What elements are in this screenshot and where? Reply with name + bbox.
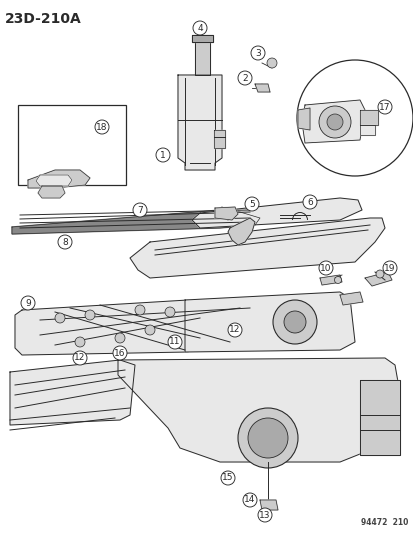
Polygon shape bbox=[195, 40, 209, 75]
Text: 94472  210: 94472 210 bbox=[360, 518, 407, 527]
Circle shape bbox=[95, 120, 109, 134]
Circle shape bbox=[244, 197, 259, 211]
Polygon shape bbox=[28, 170, 90, 188]
Text: 19: 19 bbox=[383, 263, 395, 272]
Circle shape bbox=[247, 418, 287, 458]
Polygon shape bbox=[10, 360, 135, 425]
Circle shape bbox=[237, 71, 252, 85]
Circle shape bbox=[302, 195, 316, 209]
Text: 16: 16 bbox=[114, 349, 126, 358]
Circle shape bbox=[272, 300, 316, 344]
Polygon shape bbox=[359, 125, 374, 135]
Polygon shape bbox=[36, 175, 72, 186]
Circle shape bbox=[250, 46, 264, 60]
Circle shape bbox=[192, 21, 206, 35]
Polygon shape bbox=[12, 210, 259, 234]
Circle shape bbox=[326, 114, 342, 130]
Circle shape bbox=[237, 408, 297, 468]
Polygon shape bbox=[38, 186, 65, 198]
Text: 6: 6 bbox=[306, 198, 312, 206]
Circle shape bbox=[266, 58, 276, 68]
Circle shape bbox=[55, 313, 65, 323]
Circle shape bbox=[73, 351, 87, 365]
Circle shape bbox=[113, 346, 127, 360]
Polygon shape bbox=[192, 198, 361, 228]
Text: 13: 13 bbox=[259, 511, 270, 520]
Circle shape bbox=[242, 493, 256, 507]
Circle shape bbox=[168, 335, 182, 349]
Polygon shape bbox=[259, 500, 277, 510]
Circle shape bbox=[145, 325, 154, 335]
Circle shape bbox=[318, 261, 332, 275]
Polygon shape bbox=[192, 35, 212, 42]
Circle shape bbox=[135, 305, 145, 315]
Polygon shape bbox=[297, 108, 309, 130]
Polygon shape bbox=[301, 100, 364, 143]
Polygon shape bbox=[15, 300, 197, 355]
Polygon shape bbox=[214, 207, 237, 220]
Circle shape bbox=[75, 337, 85, 347]
Polygon shape bbox=[214, 130, 224, 148]
Circle shape bbox=[318, 106, 350, 138]
Polygon shape bbox=[178, 75, 221, 170]
Text: 12: 12 bbox=[74, 353, 85, 362]
Text: 17: 17 bbox=[378, 102, 390, 111]
Circle shape bbox=[257, 508, 271, 522]
Text: 9: 9 bbox=[25, 298, 31, 308]
Circle shape bbox=[115, 333, 125, 343]
Circle shape bbox=[334, 277, 341, 284]
Circle shape bbox=[296, 60, 412, 176]
Circle shape bbox=[221, 471, 235, 485]
Polygon shape bbox=[364, 272, 391, 286]
Polygon shape bbox=[185, 292, 354, 352]
Text: 1: 1 bbox=[160, 150, 166, 159]
Text: 10: 10 bbox=[320, 263, 331, 272]
Circle shape bbox=[165, 307, 175, 317]
Text: 11: 11 bbox=[169, 337, 180, 346]
Polygon shape bbox=[118, 358, 397, 462]
Circle shape bbox=[133, 203, 147, 217]
Polygon shape bbox=[339, 292, 362, 305]
Text: 12: 12 bbox=[229, 326, 240, 335]
Polygon shape bbox=[130, 218, 384, 278]
Polygon shape bbox=[359, 110, 377, 125]
Circle shape bbox=[21, 296, 35, 310]
Text: 23D-210A: 23D-210A bbox=[5, 12, 81, 26]
Text: 18: 18 bbox=[96, 123, 107, 132]
Text: 5: 5 bbox=[249, 199, 254, 208]
Text: 14: 14 bbox=[244, 496, 255, 505]
Text: 4: 4 bbox=[197, 23, 202, 33]
Bar bbox=[18, 105, 126, 185]
Text: 8: 8 bbox=[62, 238, 68, 246]
Circle shape bbox=[85, 310, 95, 320]
Circle shape bbox=[228, 323, 242, 337]
Circle shape bbox=[156, 148, 170, 162]
Text: 7: 7 bbox=[137, 206, 142, 214]
Polygon shape bbox=[228, 218, 254, 245]
Text: 3: 3 bbox=[254, 49, 260, 58]
Circle shape bbox=[283, 311, 305, 333]
Polygon shape bbox=[359, 380, 399, 455]
Polygon shape bbox=[254, 84, 269, 92]
Circle shape bbox=[375, 270, 383, 278]
Circle shape bbox=[382, 261, 396, 275]
Text: 15: 15 bbox=[222, 473, 233, 482]
Circle shape bbox=[58, 235, 72, 249]
Polygon shape bbox=[319, 275, 341, 285]
Text: 2: 2 bbox=[242, 74, 247, 83]
Circle shape bbox=[377, 100, 391, 114]
